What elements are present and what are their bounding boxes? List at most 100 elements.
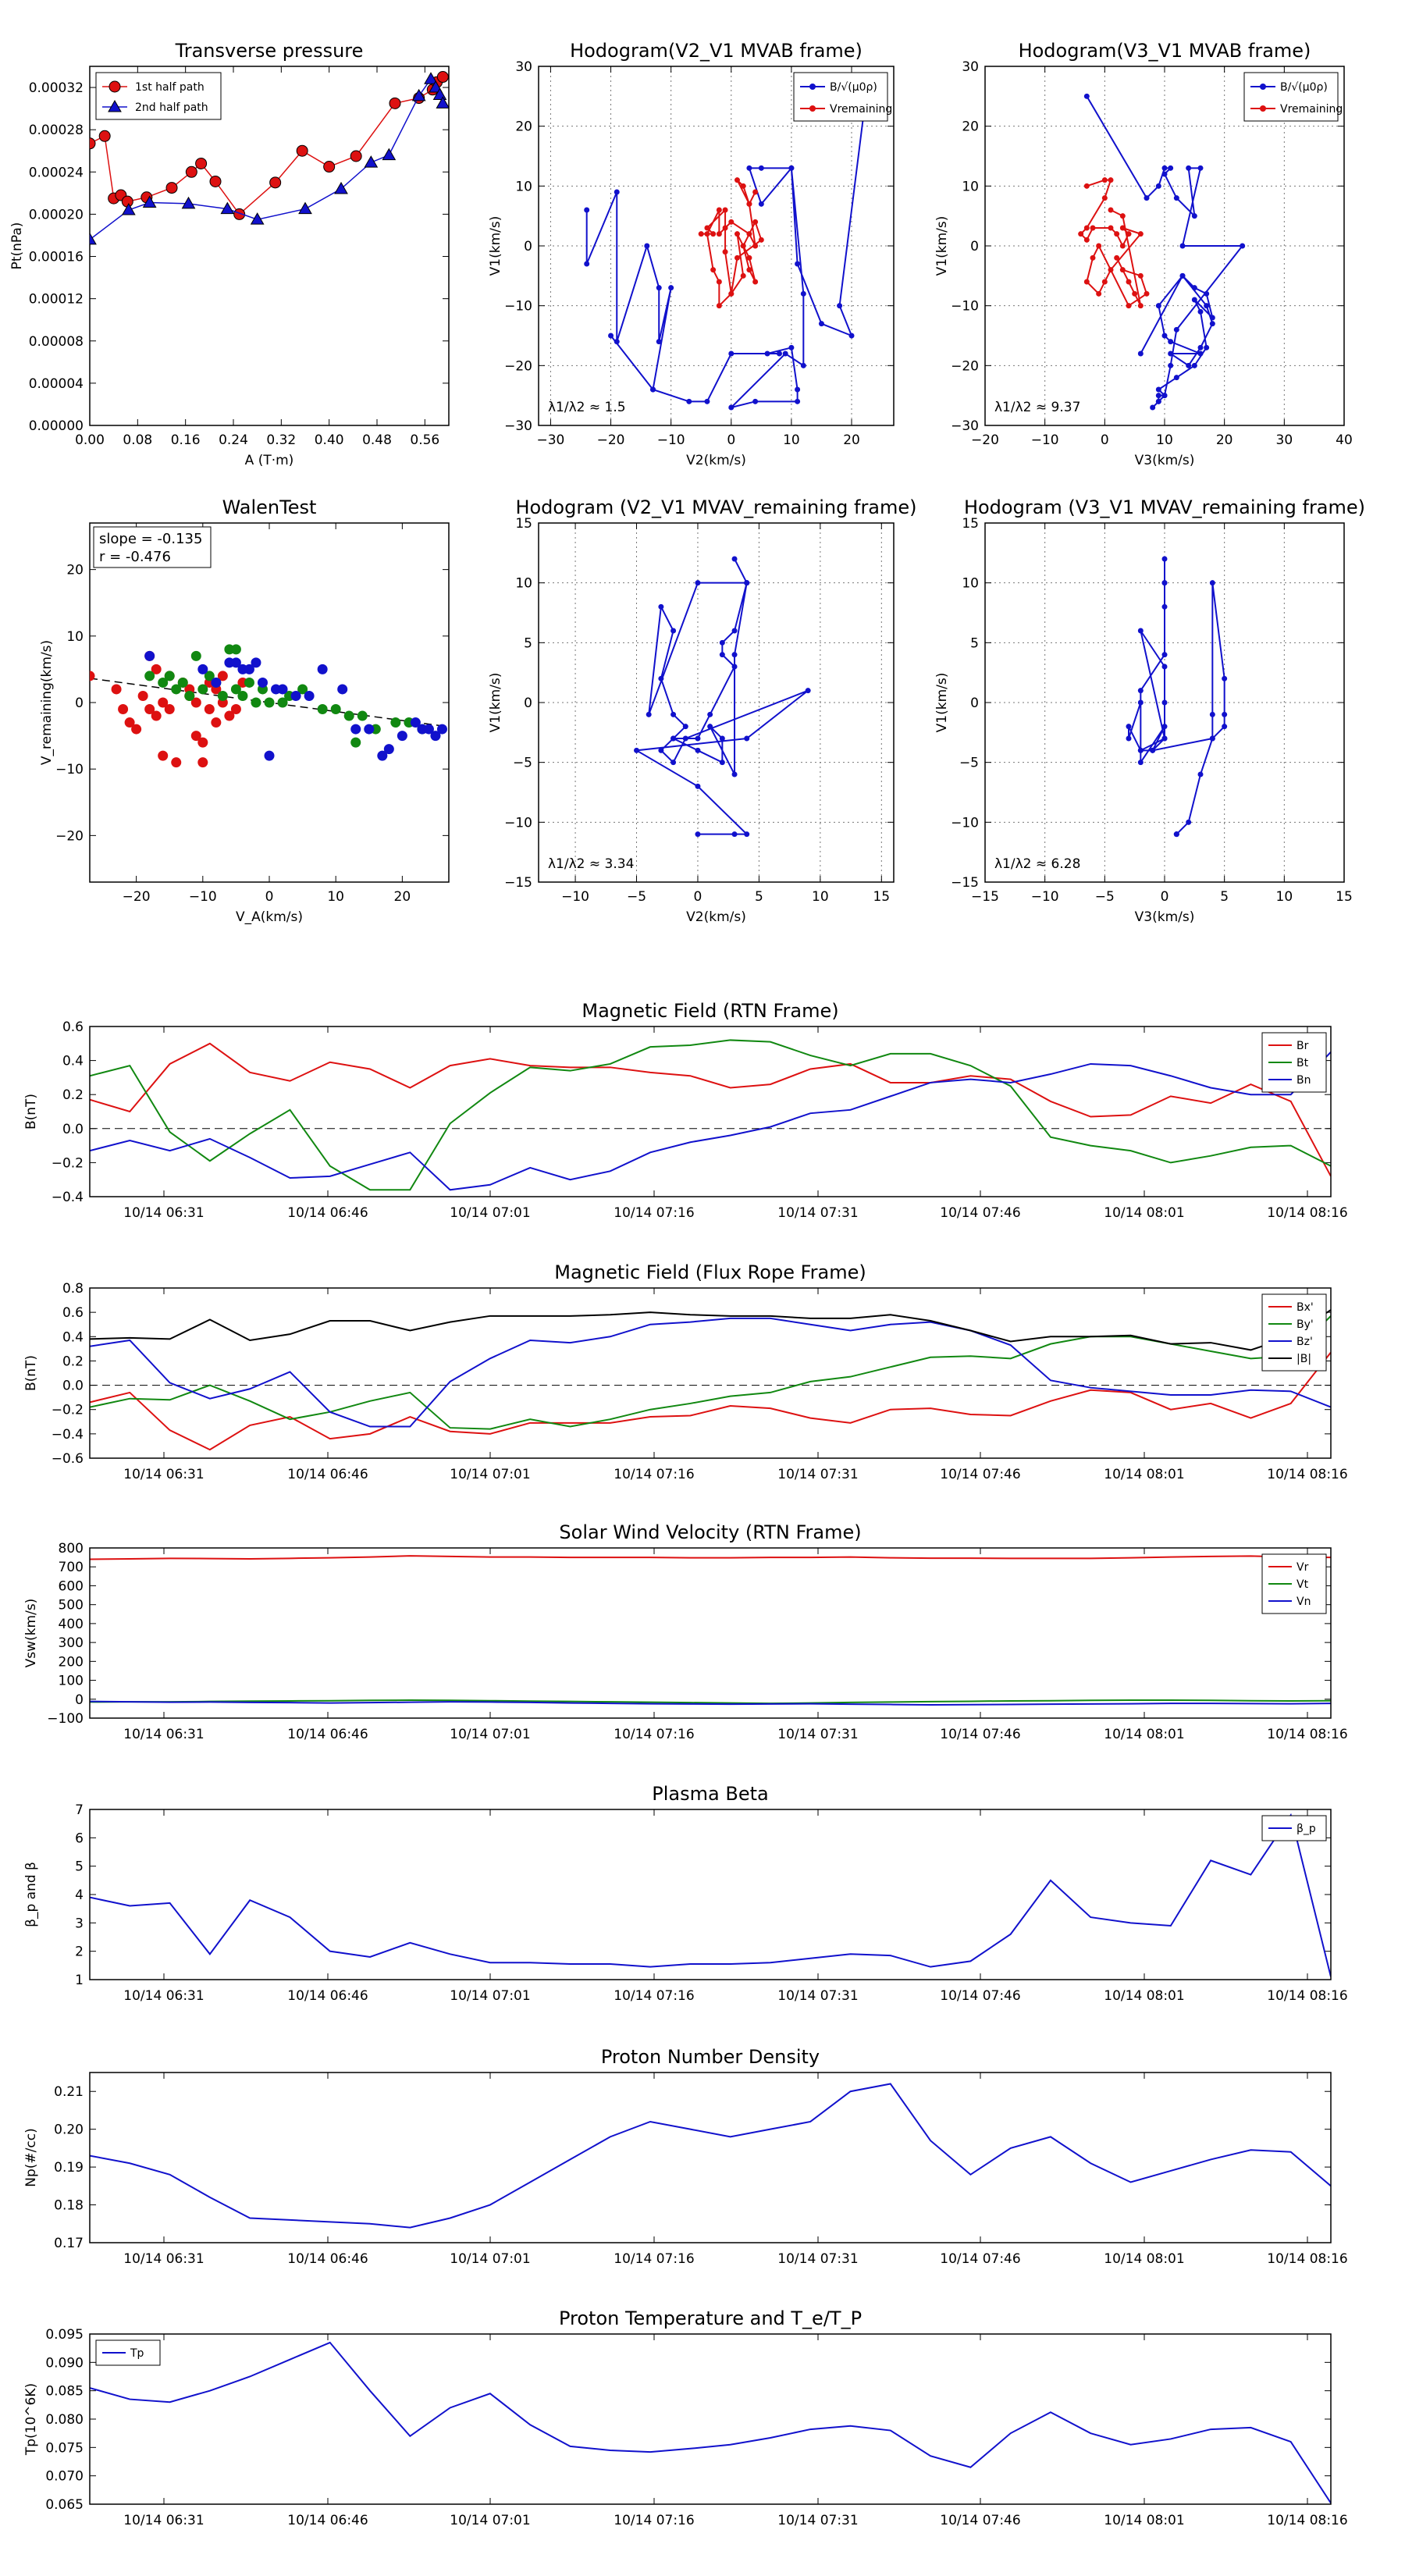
y-tick-label: −10 xyxy=(951,299,979,315)
data-point xyxy=(1222,675,1228,681)
data-point xyxy=(118,704,129,715)
y-tick-label: 30 xyxy=(962,59,979,75)
data-point xyxy=(719,760,725,766)
data-point xyxy=(429,80,443,93)
data-point xyxy=(217,690,228,701)
series-h1-0 xyxy=(584,111,866,411)
x-tick-label: 10 xyxy=(1156,432,1173,448)
x-tick-label: 10 xyxy=(327,889,344,905)
x-tick-label: 10/14 08:16 xyxy=(1267,2251,1347,2267)
data-point xyxy=(704,225,710,231)
legend-label: Vt xyxy=(1297,1578,1309,1591)
data-point xyxy=(1179,272,1186,279)
stats-line: slope = -0.135 xyxy=(99,531,202,547)
data-point xyxy=(740,183,746,189)
plot-area xyxy=(90,1555,1331,1706)
data-point xyxy=(230,657,241,668)
y-tick-label: 0.00024 xyxy=(29,165,84,180)
stats-box xyxy=(93,526,212,568)
data-point xyxy=(716,231,722,237)
y-tick-label: −20 xyxy=(951,358,979,374)
x-tick-label: 10/14 07:31 xyxy=(777,1727,858,1742)
y-tick-label: 7 xyxy=(75,1802,84,1818)
chart-title: Hodogram (V3_V1 MVAV_remaining frame) xyxy=(964,496,1365,518)
data-point xyxy=(634,747,640,753)
chart-title: Solar Wind Velocity (RTN Frame) xyxy=(559,1521,861,1543)
plot-area xyxy=(1078,93,1246,411)
data-point xyxy=(330,704,341,715)
data-point xyxy=(142,195,157,208)
x-tick-label: 10/14 07:31 xyxy=(777,1467,858,1482)
data-point xyxy=(364,155,379,168)
data-point xyxy=(230,684,241,695)
data-point xyxy=(668,285,674,291)
series-line xyxy=(1080,179,1148,308)
series-line xyxy=(1128,559,1225,835)
y-tick-label: 3 xyxy=(75,1916,84,1931)
y-tick-label: −100 xyxy=(47,1711,84,1727)
y-tick-label: 300 xyxy=(59,1635,84,1651)
y-tick-label: 500 xyxy=(59,1598,84,1614)
x-tick-label: 10/14 07:31 xyxy=(777,2251,858,2267)
x-axis-label: V_A(km/s) xyxy=(236,909,303,925)
data-point xyxy=(614,189,620,195)
x-tick-label: 10/14 08:01 xyxy=(1104,1467,1184,1482)
data-point xyxy=(752,398,759,404)
data-point xyxy=(1222,724,1228,730)
series-line-Vt xyxy=(90,1699,1331,1705)
series-walen-2 xyxy=(144,650,447,761)
data-point xyxy=(1155,386,1161,393)
chart-title: Hodogram (V2_V1 MVAV_remaining frame) xyxy=(515,496,916,518)
data-point xyxy=(1197,308,1204,315)
x-tick-label: 10/14 07:16 xyxy=(614,1988,694,2004)
data-point xyxy=(350,737,361,748)
chart-title: Hodogram(V3_V1 MVAB frame) xyxy=(1019,40,1311,62)
data-point xyxy=(197,664,208,674)
legend-label: |B| xyxy=(1297,1353,1311,1365)
data-point xyxy=(251,657,261,668)
data-point xyxy=(217,671,228,681)
x-tick-label: 10/14 08:16 xyxy=(1267,1727,1347,1742)
data-point xyxy=(124,717,135,728)
data-point xyxy=(436,96,449,109)
y-tick-label: 10 xyxy=(962,179,979,194)
series-line-By' xyxy=(90,1315,1331,1430)
chart-title: Magnetic Field (RTN Frame) xyxy=(582,1000,838,1022)
data-point xyxy=(323,161,336,173)
data-point xyxy=(190,697,201,708)
data-point xyxy=(716,303,722,309)
x-tick-label: 0 xyxy=(1161,889,1169,905)
data-point xyxy=(1137,628,1144,634)
data-point xyxy=(1197,165,1204,171)
data-point xyxy=(197,737,208,748)
data-point xyxy=(158,750,169,761)
data-point xyxy=(1155,398,1161,404)
data-point xyxy=(204,671,215,681)
data-point xyxy=(1083,183,1090,189)
data-point xyxy=(752,189,759,195)
data-point xyxy=(1114,254,1120,261)
plot-area xyxy=(90,2083,1331,2229)
y-tick-label: −10 xyxy=(504,815,532,831)
data-point xyxy=(410,717,421,728)
data-point xyxy=(197,684,208,695)
data-point xyxy=(776,350,782,357)
y-axis-label: Np(#/cc) xyxy=(23,2128,39,2186)
data-point xyxy=(237,690,248,701)
data-point xyxy=(98,130,111,142)
x-tick-label: −10 xyxy=(657,432,685,448)
data-point xyxy=(1161,652,1168,658)
chart-bfield_rtn: Magnetic Field (RTN Frame) B(nT) −0.4 −0.2 0… xyxy=(23,1000,1348,1221)
data-point xyxy=(1137,688,1144,694)
x-tick-label: −10 xyxy=(561,889,589,905)
data-point xyxy=(1186,165,1192,171)
y-tick-label: 0 xyxy=(970,696,979,711)
plot-area xyxy=(90,1039,1331,1191)
x-tick-label: 10 xyxy=(1276,889,1293,905)
x-tick-label: −5 xyxy=(1095,889,1115,905)
data-point xyxy=(90,137,96,150)
x-axis-label: V3(km/s) xyxy=(1135,453,1195,468)
data-point xyxy=(758,165,764,171)
data-point xyxy=(1209,315,1215,321)
x-tick-label: 10/14 08:16 xyxy=(1267,1988,1347,2004)
